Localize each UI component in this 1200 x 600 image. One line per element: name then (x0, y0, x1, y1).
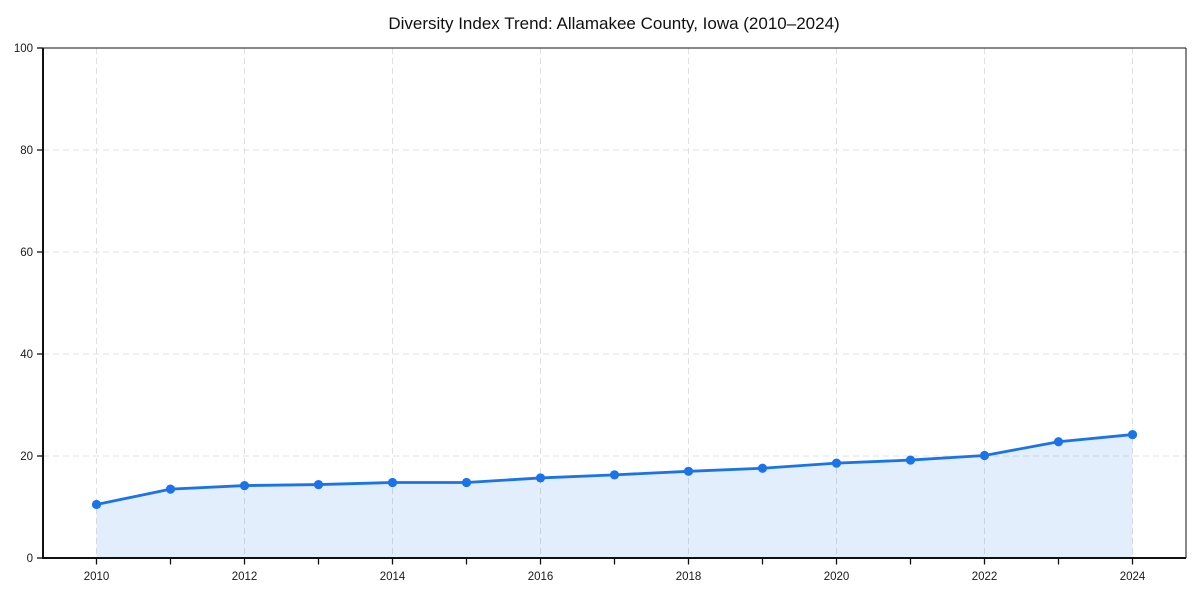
x-axis-tick-label: 2016 (528, 571, 554, 583)
data-point (683, 466, 694, 476)
x-axis-tick-label: 2024 (1120, 571, 1146, 583)
axis-layer: 0 20 40 60 80 100 2010 2012 2014 2016 2018 2020 2022… (14, 43, 1187, 583)
x-axis-tick-label: 2022 (972, 571, 998, 583)
data-point (313, 479, 324, 490)
data-point (1053, 437, 1064, 447)
x-axis-tick-label: 2018 (676, 571, 702, 583)
data-point (461, 477, 472, 488)
x-axis-tick-label: 2012 (232, 571, 258, 583)
chart-title: Diversity Index Trend: Allamakee County,… (388, 14, 839, 33)
data-point (91, 499, 102, 510)
y-axis-tick-label: 100 (14, 43, 33, 55)
data-point (1127, 429, 1138, 440)
data-layer (91, 429, 1138, 558)
data-point (535, 473, 546, 483)
data-point (831, 458, 842, 468)
data-point (239, 480, 250, 491)
data-point (979, 450, 990, 461)
y-axis-tick-label: 60 (20, 247, 33, 259)
data-point (757, 463, 768, 473)
area-fill (96, 434, 1133, 558)
y-axis-tick-label: 40 (20, 349, 33, 361)
y-axis-tick-label: 0 (27, 553, 33, 565)
y-axis-tick-label: 80 (20, 145, 33, 157)
y-axis-tick-label: 20 (20, 451, 33, 463)
data-point (387, 477, 398, 488)
x-axis-tick-label: 2020 (824, 571, 850, 583)
x-axis-tick-label: 2010 (84, 571, 110, 583)
data-point (165, 484, 176, 494)
x-axis-tick-label: 2014 (380, 571, 406, 583)
data-point (905, 455, 916, 465)
grid-layer (43, 48, 1186, 558)
data-point (609, 470, 620, 480)
